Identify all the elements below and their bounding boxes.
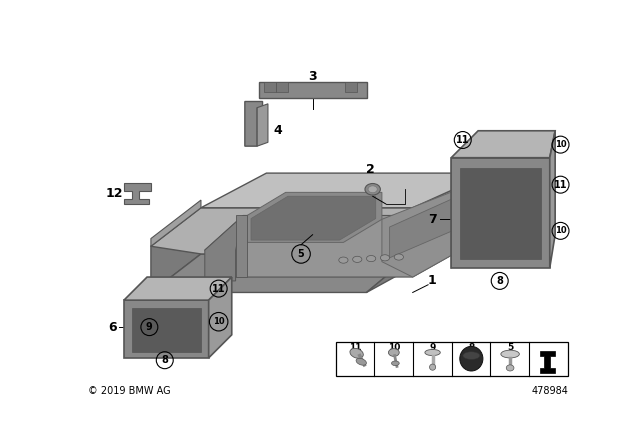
Ellipse shape bbox=[425, 349, 440, 356]
Polygon shape bbox=[345, 82, 357, 92]
Text: 2: 2 bbox=[366, 163, 375, 176]
Text: 5: 5 bbox=[298, 249, 305, 259]
Text: 11: 11 bbox=[554, 180, 567, 190]
Polygon shape bbox=[151, 208, 201, 293]
Text: 3: 3 bbox=[308, 70, 317, 83]
Polygon shape bbox=[451, 158, 550, 268]
Text: 8: 8 bbox=[161, 355, 168, 365]
Text: 9: 9 bbox=[429, 344, 436, 353]
Text: 1: 1 bbox=[428, 275, 436, 288]
Ellipse shape bbox=[388, 349, 399, 356]
Ellipse shape bbox=[380, 255, 390, 261]
Polygon shape bbox=[460, 168, 541, 259]
Ellipse shape bbox=[460, 346, 483, 371]
Polygon shape bbox=[550, 131, 555, 268]
Ellipse shape bbox=[365, 184, 380, 195]
Polygon shape bbox=[151, 173, 490, 254]
Text: 11: 11 bbox=[212, 284, 225, 293]
Polygon shape bbox=[201, 173, 490, 208]
Polygon shape bbox=[540, 351, 555, 373]
Polygon shape bbox=[124, 277, 232, 300]
Polygon shape bbox=[132, 308, 201, 352]
Polygon shape bbox=[124, 300, 209, 358]
Polygon shape bbox=[209, 277, 232, 358]
Polygon shape bbox=[257, 104, 268, 146]
Bar bbox=[336, 342, 568, 375]
Ellipse shape bbox=[501, 350, 519, 358]
Ellipse shape bbox=[339, 257, 348, 263]
Polygon shape bbox=[276, 82, 288, 92]
Text: 5: 5 bbox=[507, 344, 513, 353]
Text: 6: 6 bbox=[108, 321, 116, 334]
Text: © 2019 BMW AG: © 2019 BMW AG bbox=[88, 386, 170, 396]
Polygon shape bbox=[247, 192, 382, 242]
Ellipse shape bbox=[394, 254, 403, 260]
Polygon shape bbox=[151, 200, 201, 246]
Text: 10: 10 bbox=[388, 344, 400, 353]
Polygon shape bbox=[390, 192, 467, 258]
Polygon shape bbox=[245, 102, 262, 146]
Ellipse shape bbox=[368, 186, 378, 193]
Ellipse shape bbox=[429, 364, 436, 370]
Ellipse shape bbox=[392, 361, 399, 366]
Text: 8: 8 bbox=[496, 276, 503, 286]
Polygon shape bbox=[259, 82, 367, 99]
Polygon shape bbox=[151, 254, 413, 293]
Polygon shape bbox=[251, 196, 376, 240]
Text: 10: 10 bbox=[213, 317, 225, 326]
Polygon shape bbox=[451, 131, 555, 158]
Ellipse shape bbox=[463, 352, 480, 359]
Polygon shape bbox=[205, 215, 243, 281]
Text: 11: 11 bbox=[456, 135, 470, 145]
Ellipse shape bbox=[356, 358, 367, 365]
Ellipse shape bbox=[350, 349, 364, 358]
Polygon shape bbox=[205, 183, 474, 277]
Polygon shape bbox=[382, 183, 474, 277]
Polygon shape bbox=[367, 215, 490, 293]
Text: 8: 8 bbox=[468, 344, 474, 353]
Text: 478984: 478984 bbox=[531, 386, 568, 396]
Text: 7: 7 bbox=[428, 213, 437, 226]
Text: 10: 10 bbox=[555, 226, 566, 235]
Text: 4: 4 bbox=[273, 124, 282, 137]
Polygon shape bbox=[124, 183, 151, 204]
Text: 10: 10 bbox=[555, 140, 566, 149]
Ellipse shape bbox=[353, 256, 362, 263]
Text: 9: 9 bbox=[146, 322, 153, 332]
Polygon shape bbox=[264, 82, 276, 92]
Text: 11: 11 bbox=[349, 344, 362, 353]
Polygon shape bbox=[236, 215, 247, 277]
Text: 12: 12 bbox=[105, 187, 123, 200]
Ellipse shape bbox=[506, 365, 514, 371]
Ellipse shape bbox=[367, 255, 376, 262]
